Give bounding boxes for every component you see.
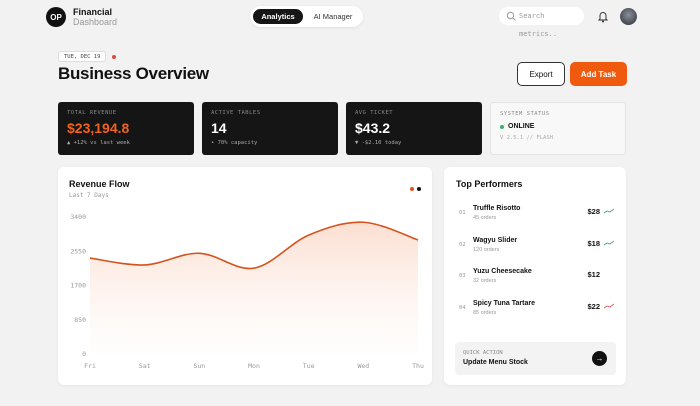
sparkline-icon [604, 208, 614, 214]
y-tick-label: 1700 [70, 282, 86, 290]
kpi-card: SYSTEM STATUS ONLINE V 2.5.1 // FLASH [490, 102, 626, 155]
arrow-button[interactable]: → [592, 351, 607, 366]
chart-title: Revenue Flow [69, 179, 130, 189]
y-tick-label: 0 [82, 350, 86, 358]
performer-row[interactable]: 03 Yuzu Cheesecake 32 orders $12 [459, 268, 614, 292]
item-price: $18 [587, 238, 600, 248]
item-price: $28 [587, 207, 600, 216]
date-badge: TUE, DEC 19 [58, 51, 107, 62]
item-orders: 45 orders [473, 215, 497, 221]
chart-card: Revenue Flow Last 7 Days 0 850 1700 2550 340… [58, 167, 432, 385]
rank: 01 [459, 210, 466, 216]
performer-row[interactable]: 04 Spicy Tuna Tartare 85 orders $22 [459, 300, 614, 324]
status-dot [112, 55, 116, 59]
sparkline-icon [604, 303, 614, 308]
line [89, 221, 419, 270]
quick-action-label: QUICK ACTION [463, 350, 503, 356]
search-box[interactable]: Search metrics.. [499, 7, 584, 38]
panel-title: Top Performers [456, 179, 523, 189]
sparkline-icon [604, 240, 614, 245]
kpi-value: $43.2 [355, 120, 391, 136]
status-dot [500, 124, 504, 129]
item-orders: 85 orders [473, 309, 497, 316]
area-fill [90, 222, 418, 354]
kpi-label: SYSTEM STATUS [500, 111, 550, 117]
brand: Financial [73, 7, 113, 17]
y-tick-label: 3400 [70, 213, 86, 221]
kpi-label: TOTAL REVENUE [67, 110, 117, 116]
search-icon [506, 11, 516, 21]
x-tick-label: Sat [139, 362, 151, 370]
legend-dot [410, 187, 414, 191]
status-row: ONLINE [500, 123, 616, 130]
item-name: Spicy Tuna Tartare [473, 299, 535, 307]
performer-row[interactable]: 02 Wagyu Slider 120 orders $18 [459, 237, 614, 261]
x-tick-label: Sun [193, 362, 205, 370]
kpi-value: $23,194.8 [67, 120, 130, 136]
kpi-sub: ▼ -$2.10 today [355, 140, 402, 146]
item-orders: 120 orders [473, 246, 500, 253]
chart-subtitle: Last 7 Days [69, 192, 109, 199]
item-name: Truffle Risotto [473, 205, 521, 212]
kpi-card: ACTIVE TABLES 14 • 70% capacity [202, 102, 338, 155]
rank: 02 [459, 241, 466, 248]
tab-bar: Analytics AI Manager [250, 6, 363, 27]
rank: 04 [459, 304, 466, 311]
chart: 0 850 1700 2550 3400 Fri Sat Sun Mon Tue Wed Thu [70, 213, 424, 370]
x-tick-label: Mon [248, 362, 260, 370]
tab[interactable]: AI Manager [313, 12, 353, 21]
kpi-label: AVG TICKET [355, 110, 394, 116]
legend-dot [417, 187, 421, 191]
kpi-sub: ▲ +12% vs last week [67, 140, 130, 146]
logo[interactable]: OP [46, 7, 66, 27]
item-price: $12 [587, 270, 600, 279]
item-orders: 32 orders [473, 278, 497, 284]
x-tick-label: Thu [412, 362, 424, 370]
rank: 03 [459, 273, 466, 279]
quick-action-text: Update Menu Stock [463, 359, 528, 366]
bell-icon[interactable] [597, 10, 609, 23]
x-tick-label: Fri [84, 362, 96, 370]
performer-row[interactable]: 01 Truffle Risotto 45 orders $28 [459, 205, 614, 229]
export-button[interactable]: Export [517, 62, 565, 86]
x-tick-label: Tue [303, 362, 315, 370]
kpi-sub: V 2.5.1 // FLASH [500, 135, 553, 141]
add-task-button[interactable]: Add Task [570, 62, 627, 86]
page-title: Business Overview [58, 64, 209, 83]
tab[interactable]: Analytics [253, 9, 303, 24]
brand-sub: Dashboard [73, 17, 118, 27]
quick-action[interactable]: QUICK ACTION Update Menu Stock → [455, 342, 616, 375]
kpi-value: ONLINE [508, 123, 535, 130]
y-tick-label: 850 [74, 316, 86, 324]
item-name: Yuzu Cheesecake [473, 268, 532, 275]
x-tick-label: Wed [357, 362, 369, 370]
kpi-label: ACTIVE TABLES [211, 110, 261, 116]
item-price: $22 [587, 301, 600, 311]
kpi-card: AVG TICKET $43.2 ▼ -$2.10 today [346, 102, 482, 155]
kpi-card: TOTAL REVENUE $23,194.8 ▲ +12% vs last w… [58, 102, 194, 155]
kpi-value: 14 [211, 120, 227, 136]
y-tick-label: 2550 [70, 247, 86, 255]
kpi-sub: • 70% capacity [211, 140, 258, 146]
avatar[interactable] [620, 8, 637, 25]
item-name: Wagyu Slider [473, 236, 518, 244]
